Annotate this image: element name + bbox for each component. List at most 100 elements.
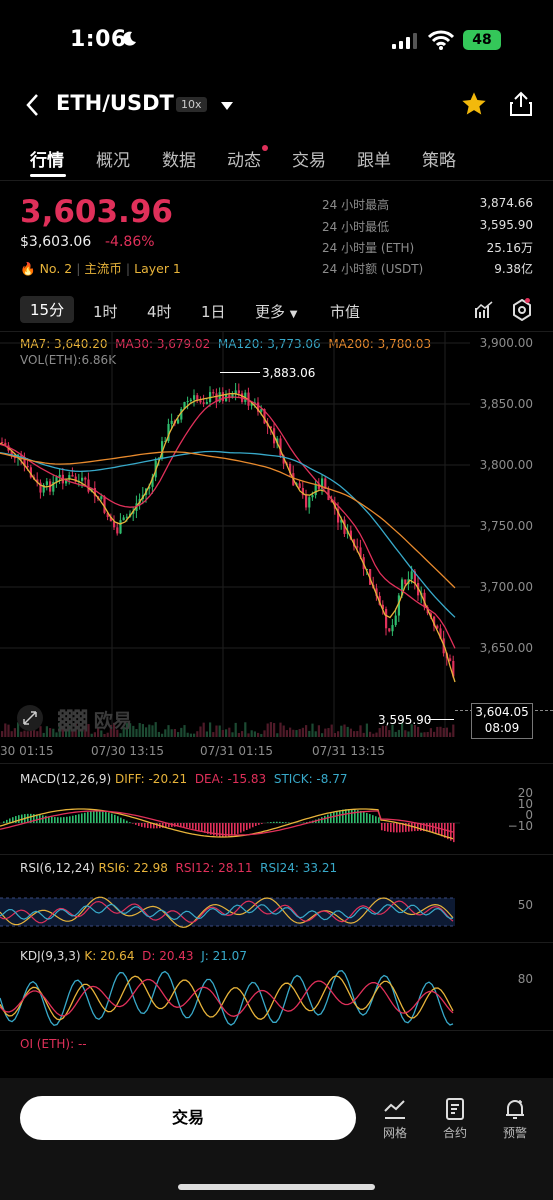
pair-title[interactable]: ETH/USDT	[56, 91, 174, 115]
volume-label: VOL(ETH):6.86K	[20, 353, 117, 367]
kdj-chart	[0, 969, 454, 1027]
interval-1d[interactable]: 1日	[201, 303, 226, 321]
macd-bar	[249, 823, 251, 829]
kdj-line-1	[0, 975, 454, 1021]
tab-strategy[interactable]: 策略	[422, 151, 456, 171]
volume-bar	[314, 731, 317, 737]
market-cap-tab[interactable]: 市值	[330, 303, 361, 321]
indicator-icon[interactable]	[474, 300, 494, 320]
candle-body	[359, 547, 362, 558]
contract-doc-icon	[446, 1098, 464, 1120]
interval-15m[interactable]: 15分	[20, 296, 75, 323]
candle-body	[106, 512, 109, 517]
favorite-star-icon[interactable]	[460, 90, 488, 118]
macd-bar	[336, 811, 338, 823]
volume-bar	[276, 733, 279, 737]
ma7-label: MA7: 3,640.20	[20, 337, 108, 351]
volume-bar	[4, 723, 7, 737]
volume-bar	[154, 722, 157, 737]
macd-tick: 20	[517, 786, 533, 800]
candle-body	[317, 483, 320, 489]
candle-body	[196, 395, 199, 401]
macd-bar	[72, 815, 74, 823]
candle-body	[215, 393, 218, 402]
macd-bar	[405, 823, 407, 832]
volume-bar	[391, 724, 394, 737]
macd-bar	[402, 823, 404, 833]
macd-bar	[180, 823, 182, 827]
stat-value-high: 3,874.66	[479, 196, 533, 210]
volume-bar	[337, 731, 340, 737]
category-tag[interactable]: 主流币	[84, 261, 122, 276]
last-price: 3,603.96	[20, 194, 173, 230]
candle-body	[81, 477, 84, 481]
settings-icon[interactable]	[512, 299, 532, 321]
fullscreen-icon[interactable]	[16, 704, 44, 732]
candle-body	[109, 516, 112, 522]
volume-bar	[125, 723, 128, 737]
volume-bar	[10, 731, 13, 737]
volume-bar	[452, 724, 455, 737]
macd-bar	[219, 823, 221, 837]
macd-bar	[105, 811, 107, 823]
interval-1h[interactable]: 1时	[93, 303, 118, 321]
macd-bar	[18, 815, 20, 823]
volume-bar	[81, 730, 84, 737]
macd-bar	[306, 822, 308, 823]
grid-chart-icon	[384, 1100, 405, 1119]
interval-bar: 15分 1时 4时 1日 更多 ▼ 市值	[0, 296, 553, 328]
tab-trade[interactable]: 交易	[292, 151, 326, 171]
volume-bar	[279, 722, 282, 737]
grid-bot-button[interactable]: 网格	[375, 1097, 415, 1141]
candle-body	[218, 392, 221, 402]
candle-body	[311, 495, 314, 498]
contract-button[interactable]: 合约	[435, 1097, 475, 1141]
candle-body	[74, 476, 77, 482]
volume-bar	[65, 729, 68, 737]
tab-copy-trading[interactable]: 跟单	[357, 151, 391, 171]
tab-overview[interactable]: 概况	[96, 151, 130, 171]
candle-body	[26, 465, 29, 468]
macd-bar	[393, 823, 395, 833]
volume-bar	[343, 724, 346, 737]
macd-bar	[36, 814, 38, 823]
volume-bar	[420, 732, 423, 737]
volume-bar	[1, 731, 4, 737]
macd-bar	[168, 823, 170, 828]
macd-bar	[366, 812, 368, 823]
volume-bar	[349, 728, 352, 737]
interval-more[interactable]: 更多 ▼	[255, 303, 298, 321]
back-icon[interactable]	[22, 92, 44, 118]
chevron-down-icon: ▼	[289, 309, 298, 320]
volume-bar	[346, 726, 349, 737]
layer-tag[interactable]: Layer 1	[134, 261, 181, 276]
tab-news[interactable]: 动态	[227, 151, 261, 171]
notification-dot	[262, 145, 268, 151]
volume-bar	[241, 731, 244, 737]
macd-bar	[240, 823, 242, 833]
tab-data[interactable]: 数据	[162, 151, 196, 171]
candle-body	[276, 438, 279, 444]
alert-button[interactable]: 预警	[495, 1097, 535, 1141]
share-icon[interactable]	[508, 90, 534, 118]
volume-bar	[228, 727, 231, 737]
interval-4h[interactable]: 4时	[147, 303, 172, 321]
ma200-label: MA200: 3,780.03	[328, 337, 432, 351]
rank-tag[interactable]: No. 2	[39, 261, 73, 276]
candle-body	[125, 516, 128, 518]
tab-market[interactable]: 行情	[30, 151, 64, 171]
macd-bar	[135, 823, 137, 825]
candle-body	[170, 420, 173, 424]
candle-body	[343, 519, 346, 534]
candlestick-chart[interactable]	[0, 332, 553, 742]
macd-axis: 20 10 0 −10	[508, 786, 533, 832]
candle-body	[282, 455, 285, 464]
volume-bar	[257, 732, 260, 737]
stat-value-turnover: 9.38亿	[494, 262, 533, 276]
price-tick: 3,800.00	[479, 458, 533, 472]
chevron-down-icon[interactable]	[220, 101, 234, 111]
macd-bar	[195, 823, 197, 830]
trade-button[interactable]: 交易	[20, 1096, 356, 1140]
macd-bar	[411, 823, 413, 832]
candle-body	[401, 579, 404, 596]
